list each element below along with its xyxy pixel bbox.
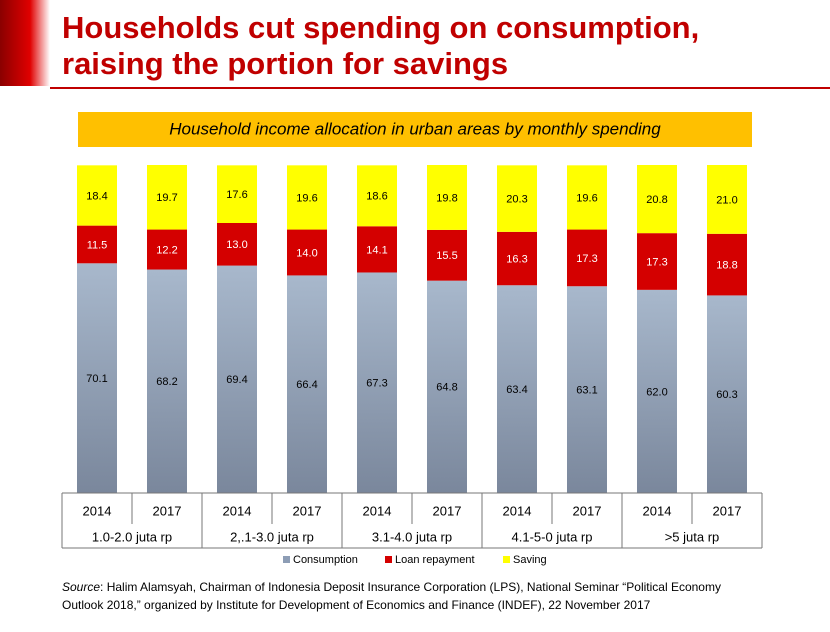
value-label: 63.1 xyxy=(576,385,597,397)
value-label: 17.6 xyxy=(226,189,247,201)
value-label: 18.4 xyxy=(86,190,107,202)
bar-segment xyxy=(637,165,677,234)
value-label: 18.6 xyxy=(366,191,387,203)
x-group-label: 2,.1-3.0 juta rp xyxy=(230,529,314,544)
chart-title: raising the portion for savings xyxy=(62,46,508,81)
value-label: 67.3 xyxy=(366,378,387,390)
x-tick-label: 2017 xyxy=(293,503,322,518)
bar-segment xyxy=(287,275,327,493)
x-tick-label: 2017 xyxy=(153,503,182,518)
value-label: 62.0 xyxy=(646,386,667,398)
value-label: 64.8 xyxy=(436,382,457,394)
value-label: 63.4 xyxy=(506,384,527,396)
bar-segment xyxy=(497,231,537,286)
value-label: 19.6 xyxy=(576,192,597,204)
bar-segment xyxy=(707,233,747,296)
bar-segment xyxy=(357,226,397,273)
value-label: 20.3 xyxy=(506,193,527,205)
bar-segment xyxy=(287,165,327,230)
value-label: 68.2 xyxy=(156,376,177,388)
bar-segment xyxy=(217,165,257,223)
source-label: Source xyxy=(62,580,101,594)
chart-title: Households cut spending on consumption, xyxy=(62,10,699,45)
bar-segment xyxy=(567,165,607,230)
x-tick-label: 2014 xyxy=(83,503,112,518)
x-tick-label: 2017 xyxy=(433,503,462,518)
value-label: 66.4 xyxy=(296,379,317,391)
value-label: 19.6 xyxy=(296,192,317,204)
x-group-label: 3.1-4.0 juta rp xyxy=(372,529,452,544)
bar-segment xyxy=(77,263,117,493)
chart-subtitle: Household income allocation in urban are… xyxy=(169,119,661,138)
value-label: 69.4 xyxy=(226,374,247,386)
bar-segment xyxy=(357,272,397,493)
value-label: 17.3 xyxy=(646,256,667,268)
bar-segment xyxy=(567,229,607,287)
bar-segment xyxy=(637,289,677,493)
value-label: 13.0 xyxy=(226,239,247,251)
x-tick-label: 2017 xyxy=(573,503,602,518)
bar-segment xyxy=(147,269,187,493)
source-text: : Halim Alamsyah, Chairman of Indonesia … xyxy=(62,580,721,612)
x-tick-label: 2014 xyxy=(503,503,532,518)
bar-segment xyxy=(497,165,537,232)
bar-segment xyxy=(427,280,467,493)
value-label: 12.2 xyxy=(156,244,177,256)
bar-segment xyxy=(217,222,257,266)
value-label: 21.0 xyxy=(716,194,737,206)
bar-segment xyxy=(637,233,677,290)
value-label: 18.8 xyxy=(716,260,737,272)
value-label: 17.3 xyxy=(576,253,597,265)
bar-segment xyxy=(567,286,607,493)
legend-swatch xyxy=(385,556,392,563)
source-note: Source: Halim Alamsyah, Chairman of Indo… xyxy=(62,578,762,614)
title-accent xyxy=(0,0,50,86)
value-label: 19.7 xyxy=(156,192,177,204)
value-label: 20.8 xyxy=(646,194,667,206)
bar-segment xyxy=(707,295,747,493)
legend-label: Saving xyxy=(513,554,547,566)
x-tick-label: 2014 xyxy=(223,503,252,518)
value-label: 16.3 xyxy=(506,253,527,265)
legend-swatch xyxy=(283,556,290,563)
legend-label: Consumption xyxy=(293,554,358,566)
x-group-label: 4.1-5-0 juta rp xyxy=(512,529,593,544)
x-tick-label: 2014 xyxy=(363,503,392,518)
value-label: 70.1 xyxy=(86,373,107,385)
legend-swatch xyxy=(503,556,510,563)
bar-segment xyxy=(217,265,257,493)
bar-segment xyxy=(427,229,467,281)
x-tick-label: 2017 xyxy=(713,503,742,518)
bar-segment xyxy=(147,229,187,270)
subtitle-banner xyxy=(78,112,752,147)
x-group-label: >5 juta rp xyxy=(665,529,720,544)
bar-segment xyxy=(707,165,747,234)
bar-segment xyxy=(357,165,397,227)
value-label: 15.5 xyxy=(436,250,457,262)
legend-label: Loan repayment xyxy=(395,554,475,566)
value-label: 19.8 xyxy=(436,192,457,204)
value-label: 11.5 xyxy=(87,239,108,251)
bar-segment xyxy=(147,165,187,230)
value-label: 60.3 xyxy=(716,389,737,401)
x-tick-label: 2014 xyxy=(643,503,672,518)
bar-segment xyxy=(77,165,117,226)
value-label: 14.1 xyxy=(366,244,387,256)
value-label: 14.0 xyxy=(296,247,317,259)
x-group-label: 1.0-2.0 juta rp xyxy=(92,529,172,544)
bar-segment xyxy=(497,285,537,493)
bar-segment xyxy=(427,165,467,230)
bar-segment xyxy=(77,225,117,264)
bar-segment xyxy=(287,229,327,276)
